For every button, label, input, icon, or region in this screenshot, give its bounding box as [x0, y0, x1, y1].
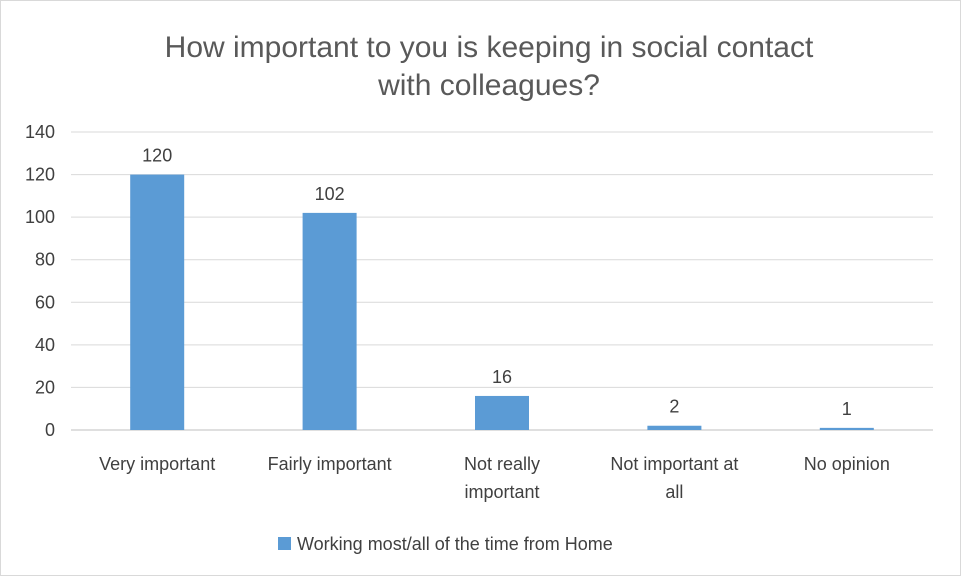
y-axis-ticks: 0 20 40 60 80 100 120 140: [25, 122, 55, 440]
category-label: Very important: [99, 454, 215, 474]
bar: [130, 174, 185, 430]
bars: [130, 174, 874, 430]
data-label: 120: [142, 146, 172, 166]
data-labels: 120 102 16 2 1: [142, 146, 852, 419]
bar: [819, 427, 874, 430]
bar: [475, 395, 529, 430]
bar: [647, 425, 702, 430]
legend: Working most/all of the time from Home: [278, 534, 613, 554]
y-tick-label: 40: [35, 335, 55, 355]
y-tick-label: 140: [25, 122, 55, 142]
y-tick-label: 60: [35, 292, 55, 312]
y-tick-label: 120: [25, 165, 55, 185]
bar: [302, 212, 357, 430]
data-label: 16: [492, 367, 512, 387]
data-label: 102: [315, 184, 345, 204]
category-label: Not really: [464, 454, 540, 474]
category-label: Not important at: [610, 454, 738, 474]
legend-swatch: [278, 537, 291, 550]
legend-label: Working most/all of the time from Home: [297, 534, 613, 554]
category-label: Fairly important: [268, 454, 392, 474]
y-tick-label: 0: [45, 420, 55, 440]
category-label: all: [665, 482, 683, 502]
chart-title-line: How important to you is keeping in socia…: [165, 31, 814, 64]
data-label: 2: [669, 397, 679, 417]
gridlines: [71, 131, 933, 431]
chart-title: How important to you is keeping in socia…: [165, 31, 814, 102]
y-tick-label: 20: [35, 377, 55, 397]
y-tick-label: 100: [25, 207, 55, 227]
x-axis-categories: Very important Fairly important Not really…: [99, 454, 890, 502]
category-label: important: [464, 482, 539, 502]
category-label: No opinion: [804, 454, 890, 474]
chart-title-line: with colleagues?: [377, 69, 600, 102]
data-label: 1: [842, 399, 852, 419]
y-tick-label: 80: [35, 250, 55, 270]
